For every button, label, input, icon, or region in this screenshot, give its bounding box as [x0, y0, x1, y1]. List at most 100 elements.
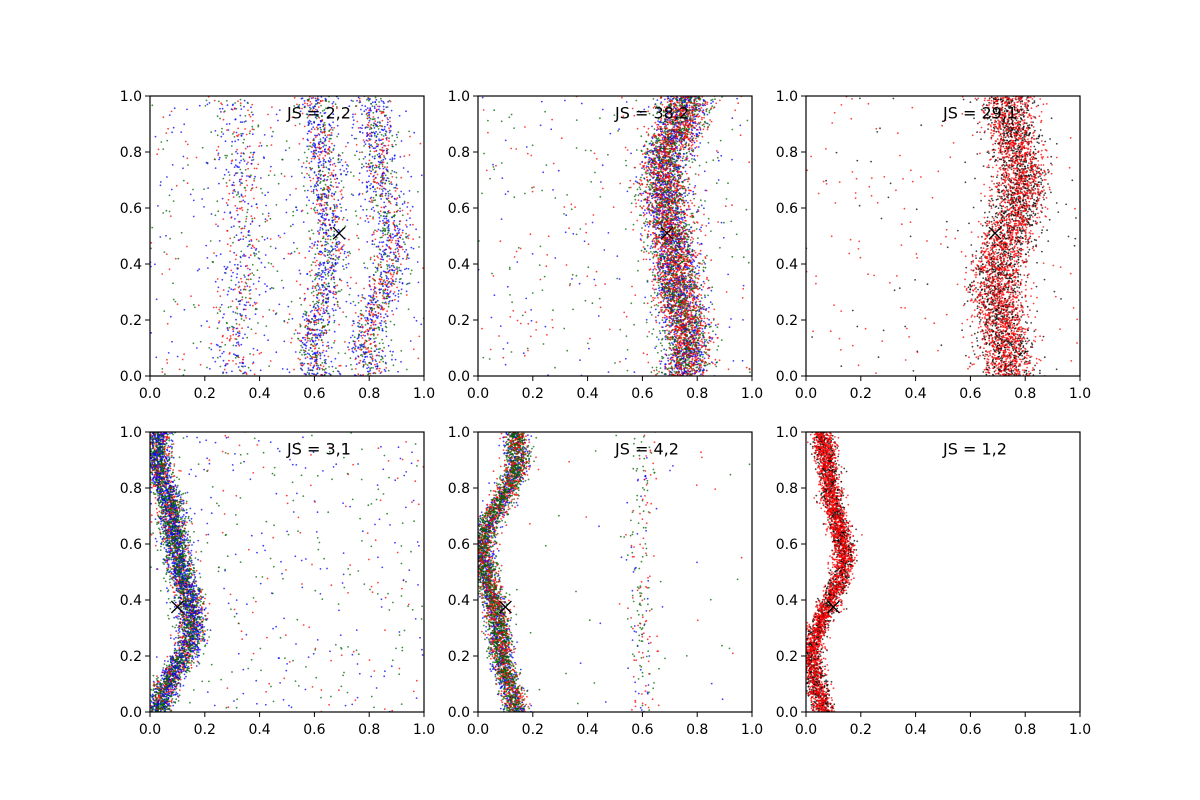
scatter-point — [338, 240, 340, 243]
scatter-point — [317, 173, 320, 176]
scatter-point — [322, 344, 324, 347]
scatter-point — [359, 346, 362, 349]
scatter-point — [360, 166, 363, 169]
scatter-point — [217, 152, 220, 155]
scatter-point — [327, 151, 329, 154]
scatter-point — [388, 201, 390, 203]
scatter-point — [325, 196, 328, 199]
scatter-point — [655, 366, 658, 369]
scatter-point — [318, 116, 321, 119]
scatter-point — [391, 160, 393, 163]
scatter-point — [304, 313, 307, 316]
scatter-point — [401, 238, 404, 241]
scatter-point — [388, 255, 390, 257]
scatter-point — [370, 353, 373, 356]
scatter-point — [670, 272, 673, 275]
scatter-point — [305, 166, 308, 169]
scatter-point — [321, 131, 324, 134]
scatter-point — [680, 337, 683, 340]
scatter-point — [337, 305, 339, 308]
scatter-point — [323, 354, 326, 357]
scatter-point — [231, 300, 234, 303]
scatter-point — [689, 278, 692, 281]
scatter-point — [253, 217, 256, 220]
scatter-point — [368, 283, 371, 286]
scatter-point — [165, 209, 168, 212]
scatter-point — [310, 97, 313, 100]
scatter-point — [380, 315, 382, 318]
scatter-point — [363, 262, 365, 265]
scatter-point — [314, 351, 316, 354]
scatter-point — [389, 283, 392, 285]
scatter-point — [381, 178, 384, 181]
scatter-point — [322, 308, 325, 310]
scatter-point — [384, 361, 387, 364]
scatter-point — [176, 355, 179, 358]
scatter-point — [309, 141, 312, 144]
scatter-point — [336, 301, 339, 304]
scatter-point — [238, 344, 241, 347]
scatter-point — [287, 252, 290, 255]
scatter-point — [340, 193, 343, 196]
scatter-point — [247, 167, 250, 170]
scatter-point — [223, 265, 226, 268]
scatter-point — [251, 156, 254, 159]
scatter-point — [351, 126, 354, 129]
scatter-point — [379, 124, 381, 127]
scatter-point — [386, 227, 389, 229]
scatter-point — [317, 292, 320, 294]
scatter-point — [250, 174, 252, 177]
scatter-point — [247, 326, 250, 328]
scatter-point — [304, 338, 307, 341]
scatter-point — [317, 311, 320, 314]
scatter-point — [248, 132, 251, 135]
scatter-point — [382, 167, 385, 170]
scatter-point — [241, 182, 244, 185]
scatter-point — [382, 100, 385, 103]
scatter-point — [358, 97, 361, 100]
scatter-point — [365, 320, 368, 322]
scatter-point — [359, 359, 362, 362]
scatter-point — [398, 278, 401, 281]
scatter-point — [371, 240, 374, 243]
scatter-point — [272, 309, 275, 312]
scatter-point — [330, 277, 333, 279]
scatter-point — [221, 278, 224, 281]
scatter-point — [230, 279, 233, 282]
scatter-point — [305, 317, 308, 320]
scatter-point — [379, 184, 382, 187]
scatter-point — [316, 304, 319, 307]
scatter-point — [243, 227, 246, 230]
scatter-point — [289, 194, 291, 196]
scatter-point — [337, 154, 340, 157]
scatter-point — [380, 176, 382, 179]
scatter-point — [360, 344, 362, 347]
scatter-point — [337, 199, 340, 202]
scatter-point — [309, 311, 312, 313]
scatter-point — [323, 128, 326, 131]
scatter-point — [366, 241, 369, 243]
scatter-point — [334, 248, 336, 250]
scatter-point — [325, 241, 328, 244]
scatter-point — [327, 305, 329, 307]
scatter-point — [156, 153, 159, 156]
scatter-point — [319, 288, 322, 291]
scatter-point — [150, 332, 153, 334]
scatter-point — [401, 282, 404, 285]
scatter-point — [367, 373, 369, 376]
scatter-point — [379, 229, 382, 232]
scatter-point — [381, 230, 384, 233]
scatter-point — [311, 146, 313, 149]
js-annotation: JS = 2,2 — [286, 103, 351, 122]
scatter-point — [696, 242, 699, 244]
scatter-point — [392, 251, 395, 254]
scatter-point — [335, 203, 338, 206]
scatter-point — [373, 307, 376, 310]
scatter-point — [230, 145, 233, 147]
scatter-point — [391, 157, 394, 160]
scatter-point — [383, 346, 385, 349]
scatter-point — [332, 296, 335, 299]
scatter-point — [366, 367, 368, 370]
scatter-point — [380, 306, 383, 309]
scatter-point — [377, 128, 380, 130]
